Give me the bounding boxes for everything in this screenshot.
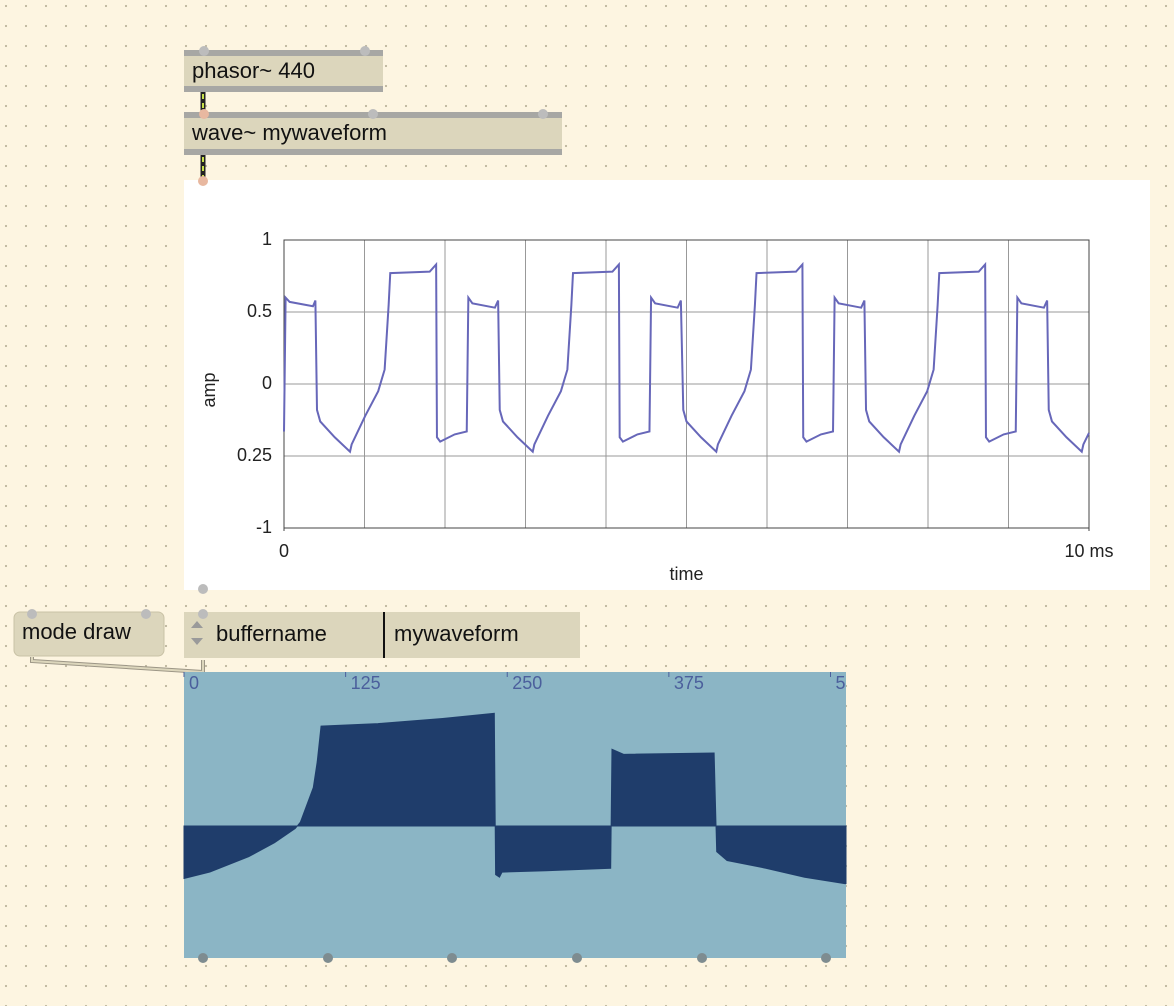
- y-axis-label: amp: [199, 372, 219, 407]
- y-tick-label: 0: [262, 373, 272, 393]
- attribute-value[interactable]: mywaveform: [394, 621, 519, 646]
- y-tick-label: 1: [262, 229, 272, 249]
- ruler-label: 0: [189, 673, 199, 693]
- plot: 1 0.5 0 0.25 -1 0 10 ms time amp: [199, 229, 1114, 584]
- ruler-label: 250: [512, 673, 542, 693]
- message-text: mode draw: [22, 619, 131, 644]
- ruler-label: 375: [674, 673, 704, 693]
- object-text: phasor~ 440: [192, 58, 315, 83]
- x-tick-label: 10 ms: [1064, 541, 1113, 561]
- object-text: wave~ mywaveform: [191, 120, 387, 145]
- y-tick-label: 0.5: [247, 301, 272, 321]
- waveform-fill: [183, 712, 847, 885]
- message-box[interactable]: mode draw: [13, 609, 165, 657]
- y-tick-label: 0.25: [237, 445, 272, 465]
- outlets: [198, 953, 831, 963]
- ruler-label: 125: [351, 673, 381, 693]
- outlet: [198, 584, 208, 594]
- x-axis-label: time: [669, 564, 703, 584]
- y-tick-label: -1: [256, 517, 272, 537]
- wave-line: [283, 261, 1090, 454]
- x-tick-label: 0: [279, 541, 289, 561]
- patch-cord: [31, 657, 204, 674]
- object-box[interactable]: phasor~ 440: [184, 46, 383, 92]
- waveform: 0 125 250 375 5: [183, 672, 847, 885]
- ruler-label: 5: [835, 673, 845, 693]
- inlet: [198, 176, 208, 186]
- plot-panel[interactable]: [184, 180, 1150, 590]
- attrui[interactable]: buffername mywaveform: [184, 609, 580, 658]
- waveform-display[interactable]: [184, 672, 846, 958]
- object-box[interactable]: wave~ mywaveform: [184, 109, 562, 155]
- attribute-name: buffername: [216, 621, 327, 646]
